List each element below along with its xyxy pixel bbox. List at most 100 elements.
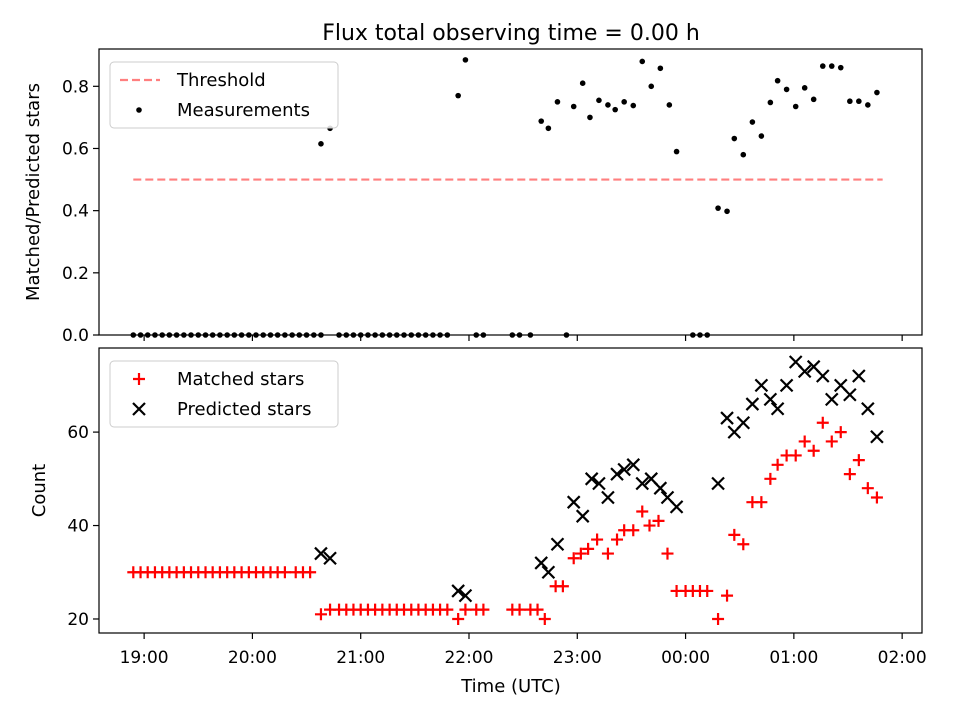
- measurement-point: [579, 80, 586, 86]
- measurement-point: [783, 86, 790, 93]
- predicted-star-point: [534, 556, 548, 570]
- measurement-point: [673, 148, 680, 155]
- matched-star-point: [816, 416, 829, 429]
- predicted-star-point: [754, 378, 769, 393]
- axes-frame: [98, 48, 923, 336]
- x-tick-label: 02:00: [878, 648, 927, 668]
- matched-star-point: [701, 584, 714, 597]
- y-tick-label: 60: [67, 423, 89, 443]
- measurement-point: [801, 85, 808, 91]
- matched-star-point: [582, 542, 595, 555]
- y-tick-label: 0.8: [62, 77, 89, 97]
- predicted-star-point: [601, 490, 615, 505]
- legend-predicted-swatch: [132, 402, 146, 416]
- measurement-point: [455, 92, 461, 99]
- legend-measurements-swatch: [136, 107, 142, 113]
- matched-star-point: [755, 496, 768, 509]
- predicted-star-point: [617, 462, 631, 477]
- measurement-point: [731, 135, 738, 142]
- matched-star-point: [538, 612, 551, 625]
- axes-frame: [98, 347, 923, 634]
- matched-star-point: [636, 505, 649, 518]
- matched-star-point: [852, 454, 865, 467]
- x-tick-label: 22:00: [444, 648, 493, 668]
- measurement-point: [570, 103, 577, 110]
- matched-star-point: [601, 547, 614, 560]
- predicted-star-point: [870, 429, 884, 444]
- matched-star-point: [627, 524, 640, 537]
- matched-star-point: [591, 533, 604, 546]
- legend-label: Predicted stars: [177, 399, 311, 420]
- measurement-point: [612, 106, 618, 113]
- x-tick-label: 00:00: [661, 648, 710, 668]
- predicted-star-point: [323, 551, 337, 566]
- measurement-point: [648, 83, 655, 90]
- legend-label: Threshold: [176, 70, 266, 91]
- chart-title: Flux total observing time = 0.00 h: [322, 21, 700, 46]
- matched-star-point: [798, 435, 811, 448]
- measurement-point: [847, 98, 853, 105]
- x-tick-label: 21:00: [336, 648, 385, 668]
- matched-star-point: [825, 435, 838, 448]
- legend-box: [109, 360, 339, 428]
- matched-star-point: [712, 612, 725, 625]
- predicted-star-point: [314, 546, 328, 561]
- y-tick-label: 40: [67, 517, 89, 537]
- predicted-star-point: [763, 392, 778, 407]
- measurement-point: [740, 151, 747, 158]
- legend-box: [109, 61, 339, 129]
- measurement-point: [792, 103, 799, 110]
- matched-star-point: [728, 528, 741, 541]
- matched-star-point: [870, 491, 883, 504]
- measurement-point: [630, 102, 637, 109]
- predicted-star-point: [824, 392, 839, 407]
- predicted-star-point: [736, 415, 751, 430]
- measurement-point: [715, 205, 721, 211]
- legend-matched-swatch: [133, 373, 145, 385]
- matched-star-point: [764, 472, 777, 485]
- measurement-point: [554, 99, 561, 105]
- predicted-star-point: [852, 369, 866, 383]
- y-tick-label: 20: [67, 610, 89, 630]
- predicted-star-point: [843, 387, 857, 402]
- measurement-point: [545, 125, 552, 132]
- measurement-point: [810, 96, 817, 103]
- y-axis-label: Count: [29, 464, 50, 517]
- y-tick-label: 0.0: [62, 326, 89, 346]
- measurement-point: [774, 77, 781, 84]
- matched-star-point: [861, 482, 874, 495]
- bottom-panel: 20 40 60 19:00 20:00 21:00 22:00 23:00 00:00 01:0…: [29, 347, 927, 668]
- measurement-point: [666, 102, 673, 108]
- measurement-point: [767, 99, 774, 106]
- measurement-point: [837, 64, 844, 71]
- top-panel: 0.0 0.2 0.4 0.6 0.8 Matched/Predicted stars Th…: [23, 48, 923, 346]
- predicted-star-point: [797, 364, 812, 379]
- predicted-star-point: [745, 397, 760, 411]
- measurement-point: [587, 114, 593, 121]
- matched-star-point: [661, 547, 674, 560]
- legend-label: Matched stars: [177, 369, 304, 390]
- matched-star-point: [531, 603, 544, 616]
- measurement-point: [621, 99, 627, 105]
- predicted-star-point: [610, 467, 624, 481]
- predicted-star-point: [815, 369, 830, 383]
- predicted-star-point: [592, 476, 606, 491]
- predicted-star-point: [458, 588, 473, 603]
- matched-star-point: [304, 566, 317, 579]
- y-tick-label: 0.6: [62, 139, 89, 159]
- matched-star-point: [556, 580, 569, 593]
- y-tick-label: 0.4: [62, 202, 89, 222]
- predicted-star-point: [550, 537, 565, 552]
- measurement-point: [819, 63, 826, 69]
- measurement-point: [538, 118, 545, 124]
- measurement-point: [596, 97, 602, 104]
- predicted-star-point: [861, 401, 875, 416]
- predicted-star-point: [669, 500, 684, 514]
- measurement-point: [605, 102, 611, 108]
- y-axis-label: Matched/Predicted stars: [23, 83, 44, 301]
- matched-star-point: [834, 426, 847, 439]
- x-tick-label: 20:00: [228, 648, 277, 668]
- measurement-point: [639, 58, 646, 65]
- x-tick-label: 23:00: [553, 648, 602, 668]
- matched-star-point: [737, 538, 750, 551]
